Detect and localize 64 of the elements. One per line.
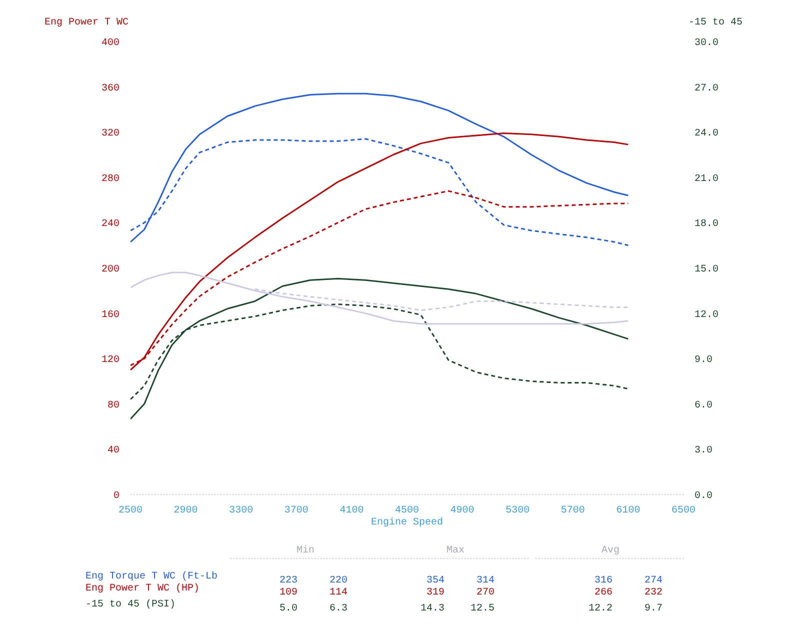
x-tick-label: 4500	[395, 506, 420, 516]
text: 114	[329, 588, 348, 598]
y-tick-label: 320	[101, 128, 120, 140]
text: 314	[476, 576, 495, 586]
text: 316	[594, 576, 613, 586]
x-tick-label: 4100	[340, 506, 364, 516]
text: Eng Torque T WC (Ft-Lb	[86, 570, 218, 582]
text: 9.7	[644, 604, 663, 614]
y-tick-label: 240	[101, 219, 120, 230]
y2-tick-label: 0.0	[694, 491, 713, 502]
text: 109	[279, 588, 298, 598]
y2-tick-label: 27.0	[694, 83, 719, 94]
x-tick-label: 6100	[616, 506, 640, 516]
line-series	[130, 92, 629, 243]
text: Max	[446, 546, 465, 556]
text: 274	[644, 576, 663, 586]
y-tick-label: 160	[101, 310, 120, 321]
y-tick-label: 120	[101, 355, 120, 366]
y2-tick-label: 21.0	[694, 174, 719, 185]
x-tick-label: 6500	[672, 506, 696, 516]
line-series	[130, 272, 629, 325]
x-tick-label: 3300	[229, 506, 254, 516]
y-tick-label: 200	[101, 264, 120, 276]
x-tick-label: 5700	[560, 506, 585, 516]
text: 223	[279, 576, 298, 586]
line-series	[130, 132, 629, 371]
y-tick-label: 400	[101, 38, 120, 49]
y-axis-title: Eng Power T WC	[44, 18, 128, 28]
text: Eng Power T WC (HP)	[86, 582, 200, 594]
text: 5.0	[279, 604, 298, 614]
text: 14.3	[420, 604, 445, 614]
y-tick-label: 360	[101, 83, 120, 94]
y2-tick-label: 15.0	[694, 264, 719, 276]
x-tick-label: 2500	[118, 506, 143, 516]
x-axis-title: Engine Speed	[370, 516, 444, 528]
line-series	[130, 278, 629, 420]
text: 12.5	[470, 604, 495, 614]
y2-tick-label: 12.0	[694, 310, 719, 321]
text: 266	[594, 588, 613, 598]
y2-tick-label: 9.0	[694, 355, 713, 366]
y2-tick-label: 3.0	[694, 446, 713, 457]
y2-tick-label: 6.0	[694, 400, 713, 412]
x-tick-label: 2900	[174, 506, 198, 516]
y2-tick-label: 18.0	[694, 219, 719, 230]
text: Avg	[602, 546, 620, 556]
y2-tick-label: 30.0	[694, 38, 719, 49]
y-tick-label: 80	[108, 400, 120, 412]
x-tick-label: 5300	[506, 506, 530, 516]
y-tick-label: 0	[114, 491, 120, 502]
text: Min	[296, 544, 315, 556]
x-tick-label: 3700	[284, 506, 308, 516]
y-tick-label: 40	[108, 446, 120, 457]
text: -15 to 45 (PSI)	[86, 598, 176, 610]
text: 232	[644, 588, 663, 598]
text: 6.3	[329, 604, 348, 614]
y-tick-label: 280	[101, 174, 120, 185]
text: 12.2	[588, 604, 613, 614]
y2-tick-label: 24.0	[694, 128, 719, 140]
y2-axis-title: -15 to 45	[688, 18, 743, 28]
x-tick-label: 4900	[450, 506, 474, 516]
text: 220	[329, 576, 348, 586]
text: 319	[426, 588, 445, 598]
text: 270	[476, 588, 495, 598]
text: 354	[426, 576, 445, 586]
